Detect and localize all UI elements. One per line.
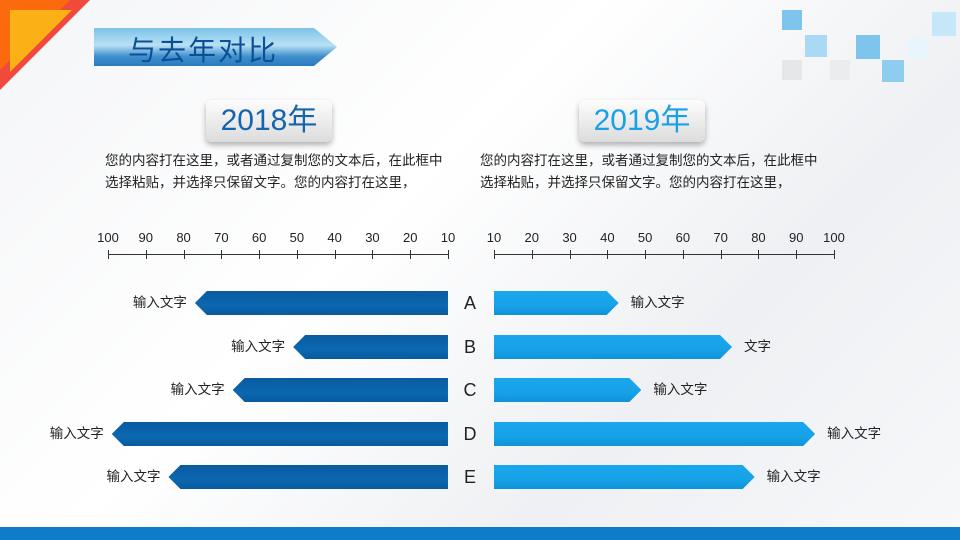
right-axis-line: [494, 254, 834, 255]
decor-square: [856, 35, 880, 59]
bar-2019-E: [494, 465, 755, 489]
left-tick-label: 40: [327, 230, 342, 245]
category-label: A: [463, 293, 476, 313]
bar-label-2018: 输入文字: [106, 469, 161, 485]
right-tick-label: 60: [675, 230, 691, 245]
bar-label-2018: 输入文字: [132, 295, 187, 311]
category-label: E: [463, 467, 476, 487]
right-tick-label: 80: [751, 230, 766, 245]
bar-2018-A: [194, 291, 448, 315]
right-axis-tick: [834, 250, 835, 259]
right-axis-tick: [494, 250, 495, 259]
corner-decoration: [10, 10, 72, 72]
right-tick-label: 40: [600, 230, 615, 245]
bar-label-2019: 文字: [744, 339, 771, 355]
decor-square: [782, 60, 802, 80]
left-tick-label: 70: [214, 230, 229, 245]
left-tick-label: 10: [440, 230, 456, 245]
bar-2018-B: [293, 335, 448, 359]
left-axis-tick: [145, 250, 147, 259]
right-axis-tick: [720, 250, 722, 259]
bar-label-2019: 输入文字: [827, 426, 882, 442]
title-banner: [94, 28, 337, 66]
footer-bar: [0, 527, 960, 540]
left-tick-label: 80: [176, 230, 191, 245]
decor-square: [882, 60, 904, 82]
right-axis-tick: [682, 250, 684, 259]
category-label: D: [463, 424, 477, 444]
right-axis-tick: [645, 250, 647, 259]
right-tick-label: 50: [637, 230, 653, 245]
right-axis-tick: [531, 250, 533, 259]
bar-2018-D: [111, 422, 448, 446]
right-tick-label: 10: [486, 230, 502, 245]
right-axis-tick: [758, 250, 760, 259]
decor-square: [908, 38, 928, 58]
right-tick-label: 90: [788, 230, 804, 245]
right-axis-tick: [796, 250, 798, 259]
decor-square: [782, 10, 802, 30]
left-tick-label: 20: [402, 230, 418, 245]
category-label: B: [463, 337, 476, 357]
bar-label-2018: 输入文字: [170, 382, 225, 398]
decor-square: [830, 60, 850, 80]
left-axis-tick: [334, 250, 336, 259]
year-badge-2019: 2019年: [579, 100, 705, 142]
right-axis-tick: [607, 250, 609, 259]
left-tick-label: 60: [251, 230, 267, 245]
right-axis-tick: [569, 250, 571, 259]
left-axis-line: [108, 254, 448, 255]
bar-label-2019: 输入文字: [630, 295, 685, 311]
category-label: C: [463, 380, 477, 400]
left-axis-tick: [296, 250, 298, 259]
right-tick-label: 100: [823, 230, 845, 245]
bar-2019-A: [494, 291, 619, 315]
decor-square: [932, 12, 956, 36]
bar-2019-D: [494, 422, 815, 446]
year-badge-2018: 2018年: [206, 100, 332, 142]
bar-label-2019: 输入文字: [766, 469, 821, 485]
bar-label-2018: 输入文字: [49, 426, 104, 442]
bar-label-2019: 输入文字: [653, 382, 708, 398]
decor-square: [805, 35, 827, 57]
left-tick-label: 100: [97, 230, 119, 245]
page-title: 与去年对比: [128, 34, 279, 67]
right-description: 您的内容打在这里，或者通过复制您的文本后，在此框中选择粘贴，并选择只保留文字。您…: [480, 153, 818, 191]
left-axis-tick: [372, 250, 374, 259]
bar-2019-B: [494, 335, 732, 359]
left-tick-label: 50: [289, 230, 305, 245]
bar-2019-C: [494, 378, 641, 402]
left-axis-tick: [221, 250, 223, 259]
left-tick-label: 30: [365, 230, 380, 245]
left-axis-tick: [410, 250, 412, 259]
bar-2018-E: [168, 465, 448, 489]
right-tick-label: 20: [524, 230, 539, 245]
left-axis-tick: [183, 250, 185, 259]
left-axis-tick: [108, 250, 109, 259]
left-tick-label: 90: [138, 230, 153, 245]
left-description: 您的内容打在这里，或者通过复制您的文本后，在此框中选择粘贴，并选择只保留文字。您…: [105, 153, 443, 191]
left-axis-tick: [448, 250, 449, 259]
bar-2018-C: [232, 378, 448, 402]
bar-label-2018: 输入文字: [231, 339, 286, 355]
right-tick-label: 30: [562, 230, 577, 245]
right-tick-label: 70: [713, 230, 728, 245]
left-axis-tick: [259, 250, 261, 259]
